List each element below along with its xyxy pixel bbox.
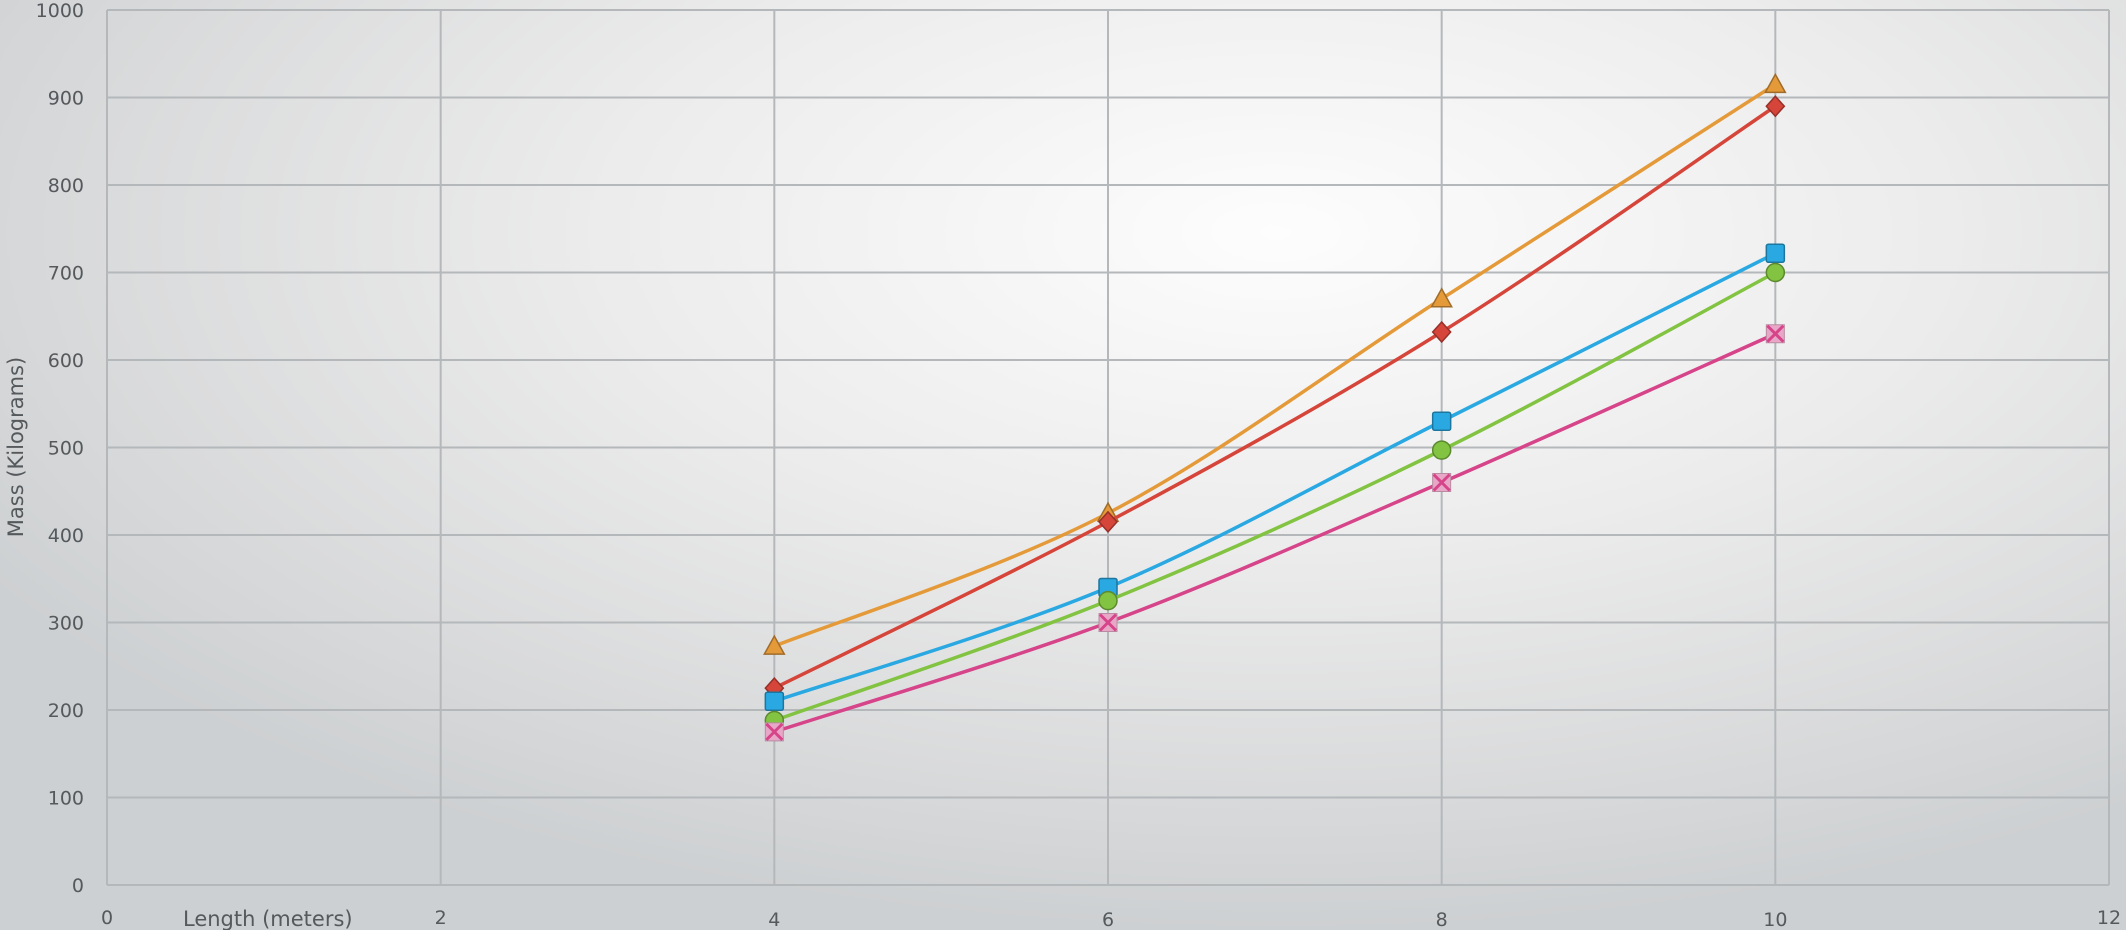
- series-line: [772, 104, 1778, 690]
- grid: [106, 9, 2110, 886]
- y-axis-label: Mass (Kilograms): [4, 357, 28, 537]
- y-tick-label: 600: [48, 350, 84, 372]
- data-point-x: [1765, 324, 1785, 344]
- data-point-triangle: [763, 634, 786, 655]
- y-tick-label: 700: [48, 263, 84, 285]
- y-tick-label: 200: [48, 700, 84, 722]
- data-point-square: [1431, 411, 1452, 431]
- y-tick-label: 500: [48, 438, 84, 460]
- y-axis-ticks: 0 100 200 300 400 500 600 700 800 900 1000: [36, 0, 84, 897]
- data-point-square: [1765, 243, 1786, 263]
- x-tick-label: 10: [1763, 909, 1787, 930]
- series-line: [772, 251, 1778, 703]
- data-point-triangle: [1430, 287, 1453, 308]
- data-point-x-cross: [765, 722, 784, 741]
- x-tick-label: 4: [768, 909, 780, 930]
- series-line: [772, 332, 1778, 734]
- data-point-circle: [1431, 440, 1452, 460]
- data-point-circle: [1098, 590, 1118, 611]
- data-point-x-cross: [1098, 613, 1118, 632]
- data-point-triangle: [1764, 72, 1787, 94]
- x-axis-ticks: 0 2 4 6 8 10 12: [101, 907, 2121, 930]
- x-tick-label: 8: [1436, 909, 1448, 930]
- data-point-x: [1432, 473, 1452, 492]
- y-tick-label: 300: [48, 613, 84, 635]
- y-tick-label: 800: [48, 175, 84, 197]
- x-tick-label: 2: [435, 907, 447, 929]
- x-tick-label: 6: [1102, 909, 1114, 930]
- data-point-diamond: [1765, 95, 1786, 118]
- x-tick-label: 0: [101, 907, 113, 929]
- data-point-x-cross: [1432, 473, 1451, 492]
- series-line: [772, 82, 1778, 648]
- y-tick-label: 100: [48, 788, 84, 810]
- data-point-square: [764, 691, 785, 711]
- x-tick-label: 12: [2097, 907, 2121, 929]
- data-point-diamond: [1097, 510, 1119, 533]
- y-tick-label: 900: [48, 88, 84, 110]
- data-point-diamond: [1431, 320, 1452, 344]
- data-point-x: [764, 722, 784, 742]
- series-square: [764, 243, 1786, 711]
- x-axis-label: Length (meters): [183, 907, 353, 930]
- y-tick-label: 400: [48, 525, 84, 547]
- y-tick-label: 1000: [36, 0, 84, 22]
- data-point-x-cross: [1766, 324, 1785, 343]
- series-triangle: [763, 72, 1787, 655]
- series-x: [764, 324, 1785, 742]
- series-group: [763, 72, 1787, 742]
- series-circle: [764, 262, 1786, 731]
- data-point-x: [1098, 613, 1118, 632]
- series-line: [772, 270, 1778, 723]
- data-point-circle: [1765, 262, 1786, 283]
- y-tick-label: 0: [72, 875, 84, 897]
